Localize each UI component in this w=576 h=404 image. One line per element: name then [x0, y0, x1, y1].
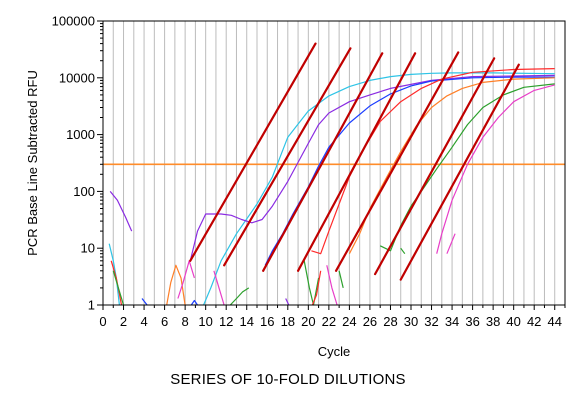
x-axis-ticks: 0 2 4 6 8 10 12 14 16 18 20 22 24 26 28 30 32 34 36 38 40 42 4… [99, 305, 566, 329]
regression-line-4 [296, 52, 417, 272]
curve-8 [109, 191, 133, 232]
chart-caption: SERIES OF 10-FOLD DILUTIONS [170, 371, 406, 388]
curve-21 [326, 265, 338, 306]
curve-10 [110, 260, 123, 306]
curve-24 [446, 233, 456, 254]
y-tick-label: 1 [88, 298, 95, 313]
x-tick-label: 2 [120, 314, 127, 329]
curve-19 [303, 260, 320, 306]
y-tick-label: 10 [81, 241, 95, 256]
x-tick-label: 36 [465, 314, 479, 329]
x-tick-label: 16 [260, 314, 274, 329]
x-tick-label: 18 [281, 314, 295, 329]
curve-15 [190, 299, 198, 306]
regression-lines [189, 42, 520, 281]
curve-13 [166, 264, 186, 306]
x-tick-label: 38 [486, 314, 500, 329]
curve-22 [338, 270, 344, 289]
x-tick-label: 0 [99, 314, 106, 329]
y-tick-label: 100 [73, 184, 95, 199]
x-tick-label: 24 [342, 314, 356, 329]
x-tick-label: 14 [239, 314, 253, 329]
regression-line-2 [223, 47, 352, 267]
x-tick-label: 32 [424, 314, 438, 329]
y-axis-ticks: 1 10 100 1000 10000 100000 [52, 14, 103, 313]
vertical-gridlines [112, 21, 556, 305]
x-tick-label: 44 [547, 314, 561, 329]
x-tick-label: 20 [301, 314, 315, 329]
x-tick-label: 26 [363, 314, 377, 329]
curve-1 [203, 72, 555, 306]
curve-23 [400, 247, 406, 255]
x-tick-label: 28 [383, 314, 397, 329]
x-tick-label: 8 [182, 314, 189, 329]
x-tick-label: 22 [322, 314, 336, 329]
curve-20 [311, 270, 322, 306]
amplification-curves [108, 68, 555, 306]
plot-area-frame [102, 20, 566, 306]
regression-line-7 [399, 63, 520, 281]
x-tick-label: 40 [506, 314, 520, 329]
x-tick-label: 12 [219, 314, 233, 329]
y-tick-label: 100000 [52, 14, 95, 29]
x-tick-label: 6 [161, 314, 168, 329]
curve-4 [311, 68, 555, 255]
y-axis-label: PCR Base Line Subtracted RFU [25, 70, 40, 256]
curve-11 [112, 270, 125, 306]
curve-16 [213, 270, 225, 306]
x-tick-label: 42 [527, 314, 541, 329]
x-tick-label: 10 [198, 314, 212, 329]
regression-line-5 [334, 51, 460, 272]
curve-2 [189, 74, 555, 261]
x-tick-label: 30 [404, 314, 418, 329]
curve-12 [141, 298, 148, 306]
curve-14 [177, 260, 195, 299]
curve-18 [285, 298, 290, 306]
x-axis-label: Cycle [318, 344, 351, 359]
curve-17 [229, 287, 250, 306]
curve-7 [436, 84, 555, 254]
regression-line-6 [373, 57, 496, 276]
x-tick-label: 4 [140, 314, 147, 329]
x-tick-label: 34 [445, 314, 459, 329]
y-tick-label: 10000 [59, 70, 95, 85]
regression-line-1 [189, 42, 317, 262]
curve-9 [108, 243, 120, 306]
regression-line-3 [262, 52, 384, 272]
y-tick-label: 1000 [66, 127, 95, 142]
